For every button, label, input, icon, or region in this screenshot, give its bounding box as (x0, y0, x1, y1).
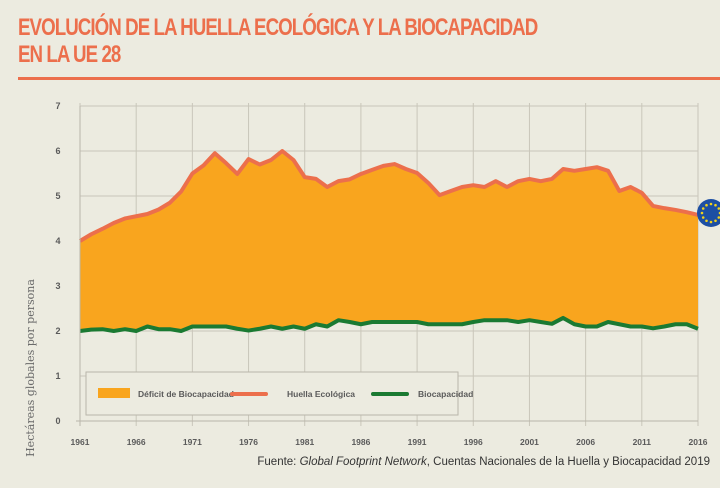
legend-label-deficit: Déficit de Biocapacidad (138, 389, 234, 399)
x-tick-label: 1966 (127, 437, 146, 447)
x-tick-label: 2011 (633, 437, 652, 447)
x-tick-labels: 1961 1966 1971 1976 1981 1986 1991 1996 2001 2006… (71, 437, 708, 447)
x-tick-label: 1996 (464, 437, 483, 447)
x-tick-label: 2016 (689, 437, 708, 447)
chart-title-line-2: EN LA UE 28 (18, 41, 121, 68)
x-tick-label: 1981 (295, 437, 314, 447)
x-tick-label: 1986 (351, 437, 370, 447)
eu-star-icon (705, 203, 708, 207)
x-tick-label: 1971 (183, 437, 202, 447)
deficit-area (80, 151, 698, 331)
legend-label-biocapacity: Biocapacidad (418, 389, 473, 399)
x-tick-label: 2001 (520, 437, 539, 447)
y-tick-label: 5 (55, 191, 60, 201)
axes (76, 106, 698, 426)
eu-star-icon (705, 219, 708, 223)
source-detail: , Cuentas Nacionales de la Huella y Bioc… (426, 456, 710, 468)
biocapacity-line (79, 315, 699, 333)
eu-star-icon (714, 203, 717, 207)
y-tick-label: 0 (55, 416, 60, 426)
y-tick-label: 1 (55, 371, 60, 381)
eu-star-icon (701, 207, 705, 210)
eu-star-icon (717, 216, 720, 219)
source-note: Fuente: Global Footprint Network, Cuenta… (257, 456, 710, 468)
eu-star-icon (714, 219, 717, 223)
footprint-line (78, 149, 699, 243)
chart-title: EVOLUCIÓN DE LA HUELLA ECOLÓGICA Y LA BI… (18, 14, 538, 68)
y-tick-label: 6 (55, 146, 60, 156)
y-tick-label: 2 (55, 326, 60, 336)
chart-title-line-1: EVOLUCIÓN DE LA HUELLA ECOLÓGICA Y LA BI… (18, 14, 538, 41)
title-divider (18, 77, 720, 80)
y-tick-label: 7 (55, 101, 60, 111)
eu-star-icon (709, 220, 713, 224)
x-tick-label: 1991 (408, 437, 427, 447)
eu-star-icon (700, 211, 704, 215)
y-tick-labels: 0 1 2 3 4 5 6 7 (55, 101, 60, 426)
eu-star-icon (701, 216, 705, 219)
legend-swatch-deficit (98, 388, 130, 398)
eu-star-icon (709, 202, 713, 206)
source-prefix: Fuente: (257, 456, 300, 468)
legend: Déficit de Biocapacidad Huella Ecológica… (85, 371, 473, 416)
y-tick-label: 3 (55, 281, 60, 291)
x-tick-label: 1976 (239, 437, 258, 447)
eu-flag-icon (697, 199, 720, 227)
x-tick-label: 1961 (71, 437, 90, 447)
y-tick-label: 4 (55, 236, 60, 246)
source-organization: Global Footprint Network (299, 456, 427, 468)
x-tick-label: 2006 (576, 437, 595, 447)
eu-star-icon (717, 207, 720, 210)
legend-label-footprint: Huella Ecológica (287, 389, 355, 399)
y-axis-label: Hectáreas globales por persona (24, 279, 37, 457)
